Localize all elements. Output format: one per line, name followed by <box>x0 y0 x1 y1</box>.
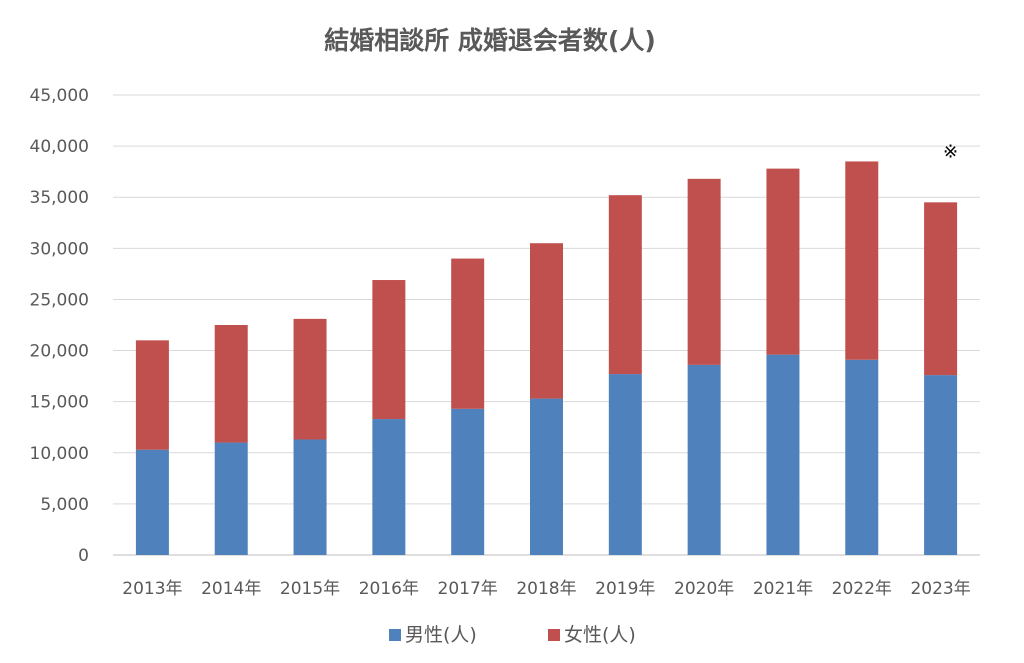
legend-label-female: 女性(人) <box>564 624 636 646</box>
x-tick-label: 2020年 <box>674 579 734 599</box>
x-tick-label: 2015年 <box>280 579 340 599</box>
y-tick-label: 30,000 <box>30 239 89 259</box>
y-tick-label: 35,000 <box>30 188 89 208</box>
y-tick-label: 20,000 <box>30 342 89 362</box>
bars <box>135 161 958 555</box>
x-axis-tick-labels: 2013年 2014年 2015年 2016年 2017年 2018年 2019年 2020年… <box>122 579 970 599</box>
bar-female-2 <box>293 318 327 440</box>
x-tick-label: 2013年 <box>122 579 182 599</box>
x-tick-label: 2014年 <box>201 579 261 599</box>
bar-male-7 <box>687 364 721 555</box>
y-tick-label: 45,000 <box>30 86 89 106</box>
bar-male-1 <box>214 442 248 555</box>
legend: 男性(人) 女性(人) <box>389 624 636 646</box>
y-tick-label: 5,000 <box>40 495 89 515</box>
bar-male-9 <box>845 359 879 555</box>
bar-female-6 <box>608 195 642 375</box>
y-tick-label: 15,000 <box>30 393 89 413</box>
x-tick-label: 2018年 <box>516 579 576 599</box>
y-tick-label: 0 <box>78 546 89 566</box>
x-tick-label: 2016年 <box>359 579 419 599</box>
bar-male-6 <box>608 374 642 555</box>
y-tick-label: 40,000 <box>30 137 89 157</box>
bar-female-7 <box>687 178 721 365</box>
chart-title: 結婚相談所 成婚退会者数(人) <box>324 26 656 55</box>
bar-female-3 <box>372 280 406 420</box>
x-tick-label: 2021年 <box>753 579 813 599</box>
bar-male-8 <box>766 354 800 555</box>
bar-female-4 <box>451 258 485 409</box>
bar-male-5 <box>530 398 563 555</box>
x-tick-label: 2022年 <box>832 579 892 599</box>
legend-swatch-male <box>389 629 401 641</box>
x-tick-label: 2023年 <box>910 579 970 599</box>
bar-female-5 <box>530 243 563 399</box>
annotation-mark: ※ <box>943 141 958 162</box>
bar-female-1 <box>214 325 248 443</box>
bar-female-0 <box>135 340 169 450</box>
x-tick-label: 2019年 <box>595 579 655 599</box>
bar-male-4 <box>451 408 485 555</box>
bar-male-3 <box>372 419 406 555</box>
y-axis-tick-labels: 0 5,000 10,000 15,000 20,000 25,000 30,000 35,0… <box>30 86 89 566</box>
bar-male-2 <box>293 439 327 555</box>
annotations: ※ <box>943 141 958 162</box>
y-tick-label: 25,000 <box>30 290 89 310</box>
bar-female-9 <box>845 161 879 360</box>
legend-swatch-female <box>548 629 560 641</box>
bar-female-10 <box>924 202 958 376</box>
legend-label-male: 男性(人) <box>405 624 477 646</box>
bar-female-8 <box>766 168 800 355</box>
bar-male-10 <box>924 375 958 555</box>
y-tick-label: 10,000 <box>30 444 89 464</box>
bar-male-0 <box>135 449 169 555</box>
x-tick-label: 2017年 <box>438 579 498 599</box>
